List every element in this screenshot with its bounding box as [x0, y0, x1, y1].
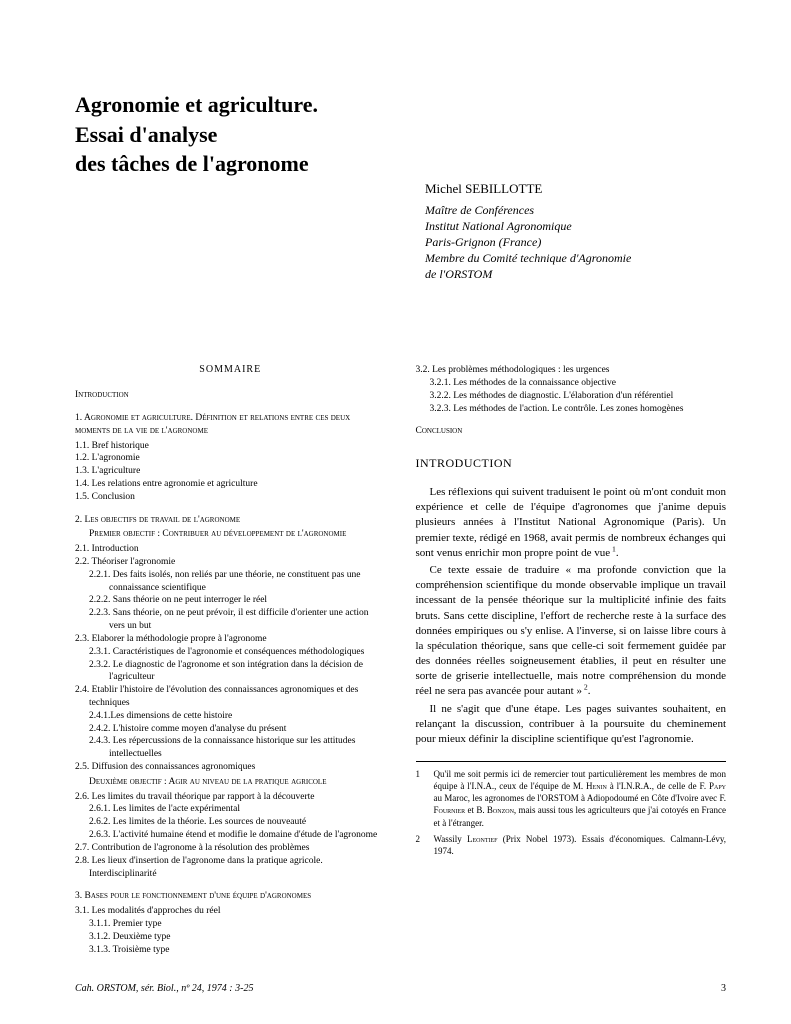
- intro-paragraph-1: Les réflexions qui suivent traduisent le…: [416, 485, 727, 561]
- toc-2-7: 2.7. Contribution de l'agronome à la rés…: [75, 842, 386, 855]
- intro-p1-text: Les réflexions qui suivent traduisent le…: [416, 486, 727, 559]
- toc-2-4-3: 2.4.3. Les répercussions de la connaissa…: [75, 735, 386, 761]
- author-affil-1: Maître de Conférences: [425, 202, 735, 218]
- toc-conclusion: Conclusion: [416, 425, 727, 438]
- footnote-ref-2: 2: [582, 683, 588, 692]
- toc-2-2-3: 2.2.3. Sans théorie, on ne peut prévoir,…: [75, 607, 386, 633]
- toc-2-3-2: 2.3.2. Le diagnostic de l'agronome et so…: [75, 659, 386, 685]
- toc-section-1: 1. Agronomie et agriculture. Définition …: [75, 412, 386, 504]
- toc-2-3-1: 2.3.1. Caractéristiques de l'agronomie e…: [75, 646, 386, 659]
- toc-introduction-label: Introduction: [75, 390, 129, 400]
- author-name: Michel SEBILLOTTE: [425, 180, 735, 198]
- toc-2-6-2: 2.6.2. Les limites de la théorie. Les so…: [75, 816, 386, 829]
- toc-1-3: 1.3. L'agriculture: [75, 465, 386, 478]
- toc-3-1-3: 3.1.3. Troisième type: [75, 944, 386, 957]
- toc-2-2: 2.2. Théoriser l'agronomie: [75, 556, 386, 569]
- two-column-layout: SOMMAIRE Introduction 1. Agronomie et ag…: [75, 364, 726, 966]
- author-block: Michel SEBILLOTTE Maître de Conférences …: [425, 180, 735, 282]
- toc-1-head: 1. Agronomie et agriculture. Définition …: [75, 412, 386, 438]
- toc-2-5: 2.5. Diffusion des connaissances agronom…: [75, 761, 386, 774]
- sommaire-heading: SOMMAIRE: [75, 364, 386, 375]
- toc-3-head: 3. Bases pour le fonctionnement d'une éq…: [75, 890, 386, 903]
- footnote-ref-1: 1: [610, 544, 616, 553]
- running-citation: Cah. ORSTOM, sér. Biol., nº 24, 1974 : 3…: [75, 983, 253, 994]
- toc-2-4-2: 2.4.2. L'histoire comme moyen d'analyse …: [75, 723, 386, 736]
- page: Agronomie et agriculture. Essai d'analys…: [0, 0, 791, 1024]
- toc-2-6-3: 2.6.3. L'activité humaine étend et modif…: [75, 829, 386, 842]
- title-line-1: Agronomie et agriculture.: [75, 90, 726, 120]
- toc-1-1: 1.1. Bref historique: [75, 440, 386, 453]
- introduction-heading: INTRODUCTION: [416, 456, 727, 471]
- toc-conclusion-label: Conclusion: [416, 426, 463, 436]
- toc-2-8: 2.8. Les lieux d'insertion de l'agronome…: [75, 855, 386, 881]
- footnote-1-text: Qu'il me soit permis ici de remercier to…: [434, 768, 727, 829]
- toc-3-2-1: 3.2.1. Les méthodes de la connaissance o…: [416, 377, 727, 390]
- intro-paragraph-2: Ce texte essaie de traduire « ma profond…: [416, 563, 727, 700]
- toc-2-head: 2. Les objectifs de travail de l'agronom…: [75, 514, 386, 527]
- toc-2-sub1: Premier objectif : Contribuer au dévelop…: [75, 528, 386, 541]
- toc-2-sub2: Deuxième objectif : Agir au niveau de la…: [75, 776, 386, 789]
- footnote-1-num: 1: [416, 768, 424, 829]
- toc-2-1: 2.1. Introduction: [75, 543, 386, 556]
- footnote-2-num: 2: [416, 833, 424, 857]
- title-line-2: Essai d'analyse: [75, 120, 726, 150]
- toc-3-2-2: 3.2.2. Les méthodes de diagnostic. L'éla…: [416, 390, 727, 403]
- toc-1-5: 1.5. Conclusion: [75, 491, 386, 504]
- footnote-2-text: Wassily Leontief (Prix Nobel 1973). Essa…: [434, 833, 727, 857]
- running-footer: Cah. ORSTOM, sér. Biol., nº 24, 1974 : 3…: [75, 983, 726, 994]
- author-affil-5: de l'ORSTOM: [425, 266, 735, 282]
- footnotes: 1 Qu'il me soit permis ici de remercier …: [416, 761, 727, 857]
- left-column: SOMMAIRE Introduction 1. Agronomie et ag…: [75, 364, 386, 966]
- toc-section-2: 2. Les objectifs de travail de l'agronom…: [75, 514, 386, 881]
- toc-2-2-2: 2.2.2. Sans théorie on ne peut interroge…: [75, 594, 386, 607]
- author-affil-3: Paris-Grignon (France): [425, 234, 735, 250]
- toc-2-4-1: 2.4.1.Les dimensions de cette histoire: [75, 710, 386, 723]
- title-line-3: des tâches de l'agronome: [75, 149, 726, 179]
- intro-p2-text: Ce texte essaie de traduire « ma profond…: [416, 564, 727, 697]
- toc-1-4: 1.4. Les relations entre agronomie et ag…: [75, 478, 386, 491]
- footnote-2: 2 Wassily Leontief (Prix Nobel 1973). Es…: [416, 833, 727, 857]
- right-column: 3.2. Les problèmes méthodologiques : les…: [416, 364, 727, 966]
- intro-paragraph-3: Il ne s'agit que d'une étape. Les pages …: [416, 702, 727, 748]
- toc-2-6-1: 2.6.1. Les limites de l'acte expérimenta…: [75, 803, 386, 816]
- toc-3-1: 3.1. Les modalités d'approches du réel: [75, 905, 386, 918]
- toc-1-2: 1.2. L'agronomie: [75, 452, 386, 465]
- page-number: 3: [721, 983, 726, 994]
- toc-2-2-1: 2.2.1. Des faits isolés, non reliés par …: [75, 569, 386, 595]
- toc-3-2-3: 3.2.3. Les méthodes de l'action. Le cont…: [416, 403, 727, 416]
- toc-intro: Introduction: [75, 389, 386, 402]
- toc-section-3-cont: 3.2. Les problèmes méthodologiques : les…: [416, 364, 727, 415]
- author-affil-2: Institut National Agronomique: [425, 218, 735, 234]
- toc-section-3: 3. Bases pour le fonctionnement d'une éq…: [75, 890, 386, 956]
- toc-3-1-1: 3.1.1. Premier type: [75, 918, 386, 931]
- toc-2-4: 2.4. Etablir l'histoire de l'évolution d…: [75, 684, 386, 710]
- article-title: Agronomie et agriculture. Essai d'analys…: [75, 90, 726, 179]
- toc-3-1-2: 3.1.2. Deuxième type: [75, 931, 386, 944]
- toc-2-6: 2.6. Les limites du travail théorique pa…: [75, 791, 386, 804]
- toc-3-2: 3.2. Les problèmes méthodologiques : les…: [416, 364, 727, 377]
- footnote-1: 1 Qu'il me soit permis ici de remercier …: [416, 768, 727, 829]
- author-affil-4: Membre du Comité technique d'Agronomie: [425, 250, 735, 266]
- toc-2-3: 2.3. Elaborer la méthodologie propre à l…: [75, 633, 386, 646]
